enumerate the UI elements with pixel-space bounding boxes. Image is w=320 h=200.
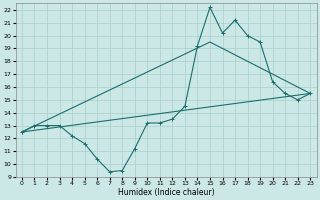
X-axis label: Humidex (Indice chaleur): Humidex (Indice chaleur)	[118, 188, 214, 197]
